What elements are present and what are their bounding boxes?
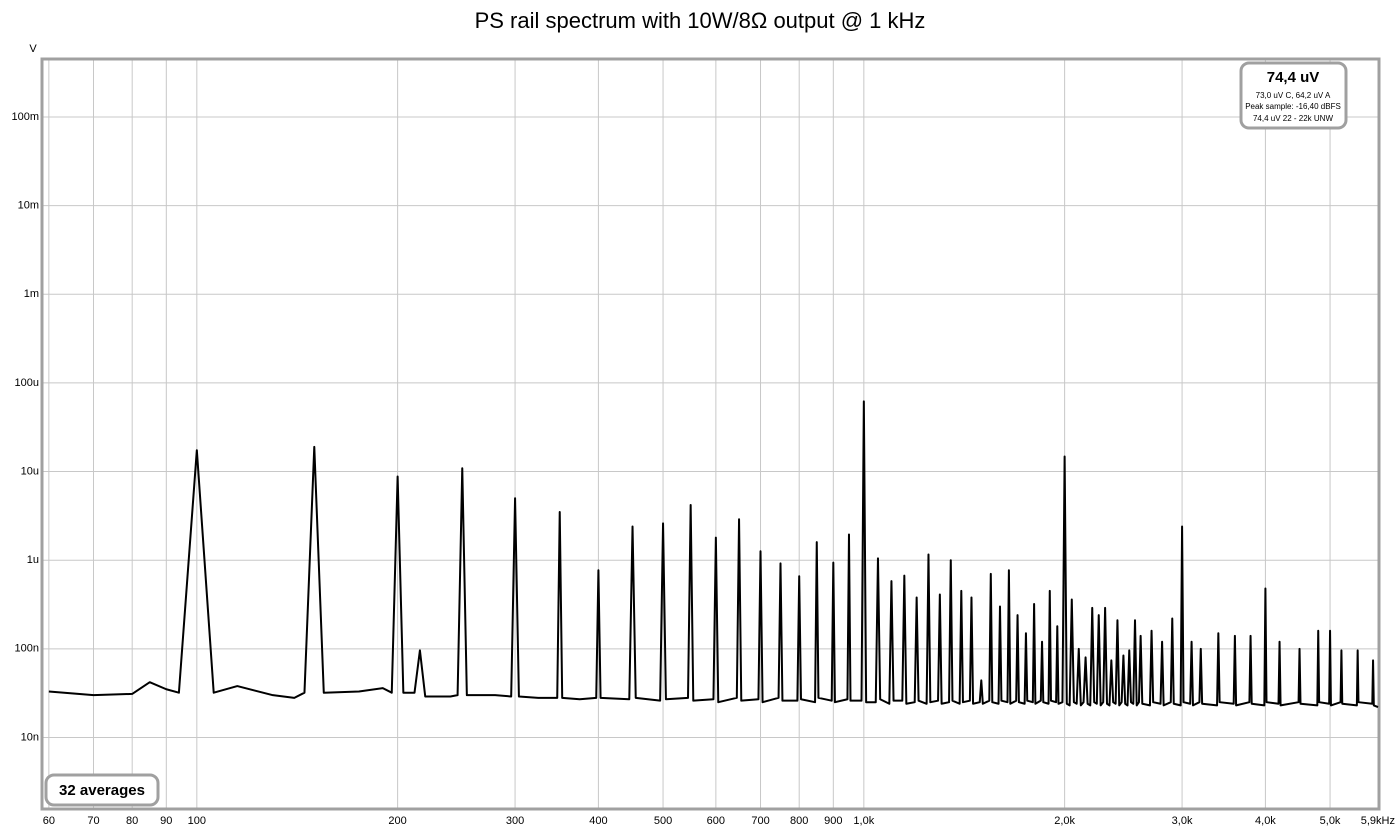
x-tick-label: 400 — [589, 815, 607, 827]
y-tick-label: 10n — [21, 731, 39, 743]
series — [48, 400, 1379, 709]
grid — [43, 60, 1379, 808]
x-tick-label: 2,0k — [1054, 815, 1075, 827]
y-unit: V — [29, 43, 37, 55]
x-tick-label: 200 — [388, 815, 406, 827]
info-box: 74,4 uV 73,0 uV C, 64,2 uV A Peak sample… — [1239, 61, 1348, 130]
x-tick-label: 4,0k — [1255, 815, 1276, 827]
x-tick-label: 60 — [43, 815, 55, 827]
x-tick-label: 900 — [824, 815, 842, 827]
info-frame — [1239, 61, 1348, 130]
rms-label: 74,4 uV — [1267, 69, 1320, 86]
spectrum-line — [48, 400, 1379, 709]
averages-label: 32 averages — [59, 782, 145, 799]
y-tick-label: 10m — [18, 200, 39, 212]
y-tick-label: 1u — [27, 554, 39, 566]
weighted-label: 73,0 uV C, 64,2 uV A — [1256, 91, 1331, 100]
x-tick-label: 5,9kHz — [1361, 815, 1395, 827]
x-tick-label: 1,0k — [853, 815, 874, 827]
y-tick-label: 10u — [21, 465, 39, 477]
y-tick-label: 100n — [15, 643, 39, 655]
chart-title: PS rail spectrum with 10W/8Ω output @ 1 … — [475, 8, 926, 33]
x-tick-label: 800 — [790, 815, 808, 827]
x-tick-label: 500 — [654, 815, 672, 827]
x-tick-label: 600 — [707, 815, 725, 827]
y-tick-label: 100u — [15, 377, 39, 389]
x-tick-label: 300 — [506, 815, 524, 827]
plot-frame — [40, 57, 1381, 811]
y-tick-label: 100m — [11, 111, 39, 123]
x-tick-label: 90 — [160, 815, 172, 827]
x-tick-label: 5,0k — [1320, 815, 1341, 827]
x-tick-label: 3,0k — [1172, 815, 1193, 827]
x-tick-label: 70 — [87, 815, 99, 827]
averages-box: 32 averages — [44, 773, 160, 807]
x-tick-label: 700 — [751, 815, 769, 827]
peak-label: Peak sample: -16,40 dBFS — [1245, 102, 1341, 111]
band-label: 74,4 uV 22 - 22k UNW — [1253, 114, 1333, 123]
x-tick-label: 100 — [188, 815, 206, 827]
y-tick-label: 1m — [24, 288, 39, 300]
x-tick-label: 80 — [126, 815, 138, 827]
averages-frame — [44, 773, 160, 807]
